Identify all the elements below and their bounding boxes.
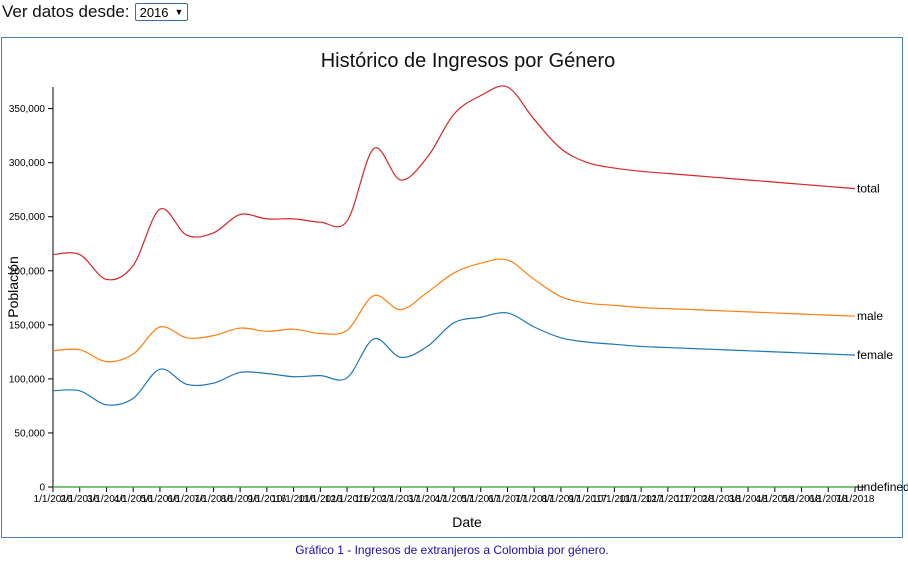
x-tick-label: 1/1/2016: [34, 494, 73, 505]
x-tick-label: 5/1/2017: [461, 494, 500, 505]
y-tick-label: 50,000: [14, 428, 45, 439]
y-tick-label: 150,000: [9, 320, 46, 331]
x-tick-label: 5/1/2018: [782, 494, 821, 505]
x-tick-label: 3/1/2018: [729, 494, 768, 505]
x-tick-label: 12/1/2017: [646, 494, 691, 505]
y-tick-label: 100,000: [9, 374, 46, 385]
series-label-female: female: [857, 348, 893, 362]
y-tick-label: 350,000: [9, 104, 46, 115]
year-select[interactable]: 2016 ▼: [134, 3, 189, 21]
x-tick-label: 9/1/2016: [247, 494, 286, 505]
x-tick-label: 1/1/2018: [675, 494, 714, 505]
y-tick-label: 200,000: [9, 266, 46, 277]
x-tick-label: 10/1/2017: [592, 494, 637, 505]
y-tick-label: 0: [39, 483, 45, 494]
series-label-undefined: undefined: [857, 480, 908, 494]
x-tick-label: 2/1/2018: [702, 494, 741, 505]
chart-caption: Gráfico 1 - Ingresos de extranjeros a Co…: [295, 543, 609, 557]
x-tick-label: 9/1/2017: [568, 494, 607, 505]
year-select-value: 2016: [139, 4, 169, 20]
x-tick-label: 6/1/2016: [167, 494, 206, 505]
x-tick-label: 7/1/2017: [515, 494, 554, 505]
x-tick-label: 11/1/2017: [619, 494, 663, 505]
chart-frame: [1, 37, 903, 538]
x-axis: 1/1/20162/1/20163/1/20164/1/20165/1/2016…: [34, 486, 875, 505]
x-tick-label: 3/1/2016: [87, 494, 126, 505]
y-tick-label: 300,000: [9, 158, 46, 169]
x-tick-label: 8/1/2016: [221, 494, 260, 505]
x-tick-label: 7/1/2018: [836, 494, 875, 505]
x-axis-title: Date: [452, 514, 482, 530]
x-tick-label: 2/1/2016: [60, 494, 99, 505]
series-label-male: male: [857, 309, 883, 323]
year-filter-label: Ver datos desde:: [2, 2, 130, 21]
series-labels: total male female undefined: [857, 182, 908, 494]
x-tick-label: 2/1/2017: [381, 494, 420, 505]
x-tick-label: 4/1/2016: [114, 494, 153, 505]
x-tick-label: 10/1/2016: [271, 494, 316, 505]
series-line-female: [52, 311, 856, 406]
x-tick-label: 12/1/2016: [325, 494, 370, 505]
chevron-down-icon: ▼: [174, 7, 184, 17]
x-tick-label: 7/1/2016: [194, 494, 233, 505]
x-tick-label: 1/1/2017: [354, 494, 393, 505]
x-tick-label: 5/1/2016: [140, 494, 179, 505]
controls-bar: Ver datos desde: 2016 ▼: [0, 0, 189, 24]
series-line-total: [52, 85, 856, 281]
x-tick-label: 8/1/2017: [541, 494, 580, 505]
series-line-male: [52, 258, 856, 363]
chart-title: Histórico de Ingresos por Género: [321, 50, 616, 72]
y-axis: 0 50,000 100,000 150,000 200,000 250,000 300,0…: [9, 87, 54, 494]
y-axis-title: Población: [5, 256, 21, 318]
series-label-total: total: [857, 182, 880, 196]
x-tick-label: 6/1/2017: [488, 494, 527, 505]
x-tick-label: 4/1/2018: [755, 494, 794, 505]
x-tick-label: 6/1/2018: [809, 494, 848, 505]
x-tick-label: 4/1/2017: [435, 494, 474, 505]
y-tick-label: 250,000: [9, 212, 46, 223]
series-lines: [52, 85, 856, 488]
x-tick-label: 11/1/2016: [298, 494, 342, 505]
x-tick-label: 3/1/2017: [408, 494, 447, 505]
